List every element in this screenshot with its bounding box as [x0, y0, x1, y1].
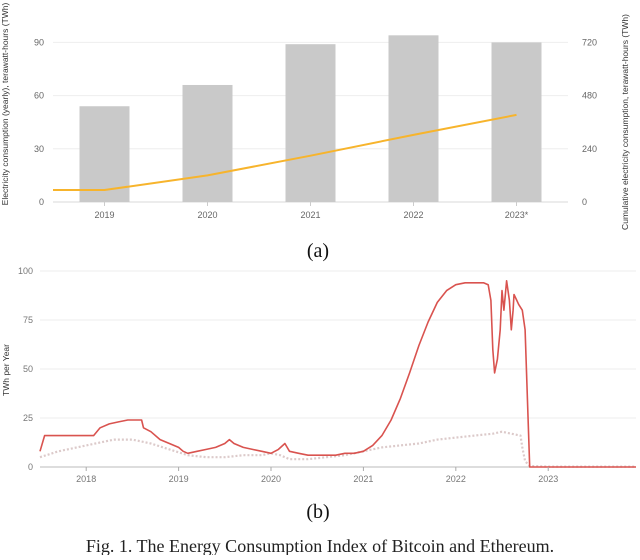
chart-a-y-axis-label: Electricity consumption (yearly), terawa… [0, 3, 10, 206]
chart-a-caption: (a) [307, 240, 329, 262]
chart-b-x-tick-label: 2020 [261, 474, 281, 484]
chart-a-bar [79, 106, 130, 202]
chart-a-right-ticks: 0 240 480 720 [582, 37, 597, 207]
chart-a-right-tick-label: 480 [582, 91, 597, 101]
chart-b-gridlines [40, 270, 636, 468]
chart-b-y-ticks: 0 25 50 75 100 [18, 266, 33, 472]
chart-a-left-ticks: 0 30 60 90 [34, 37, 44, 207]
chart-a-bar [491, 42, 542, 203]
chart-a-bars [79, 35, 542, 203]
chart-a-bar [285, 44, 336, 203]
chart-a-bar [388, 35, 439, 203]
chart-a-x-tick-label: 2020 [197, 210, 217, 220]
chart-a-cumulative-line [53, 113, 517, 192]
chart-b-series-line-main [39, 279, 636, 468]
chart-b-y-tick-label: 75 [23, 315, 33, 325]
chart-a-x-ticks: 2019 2020 2021 2022 2023* [94, 202, 529, 220]
chart-a-left-tick-label: 60 [34, 91, 44, 101]
chart-a-x-tick-label: 2022 [403, 210, 423, 220]
chart-a-x-tick-label: 2021 [300, 210, 320, 220]
chart-a: 0 30 60 90 0 240 480 720 2019 2020 2021 2022 2023*… [0, 3, 630, 262]
chart-a-bar [182, 84, 233, 202]
chart-a-left-tick-label: 90 [34, 37, 44, 47]
chart-a-right-tick-label: 720 [582, 37, 597, 47]
chart-b-y-axis-label: TWh per Year [1, 344, 11, 396]
chart-b-series [39, 279, 636, 468]
chart-a-left-tick-label: 0 [39, 197, 44, 207]
chart-a-cumulative-line-path [53, 113, 517, 192]
chart-b-x-ticks: 2018 2019 2020 2021 2022 2023 [76, 467, 558, 484]
chart-b-caption: (b) [306, 501, 329, 523]
chart-b: 0 25 50 75 100 2018 2019 2020 2021 2022 2023 TWh … [1, 266, 636, 523]
chart-b-y-tick-label: 0 [28, 462, 33, 472]
chart-b-y-tick-label: 100 [18, 266, 33, 276]
chart-b-x-tick-label: 2021 [353, 474, 373, 484]
chart-b-y-tick-label: 25 [23, 413, 33, 423]
figure-caption: Fig. 1. The Energy Consumption Index of … [86, 536, 554, 555]
chart-b-x-tick-label: 2023 [538, 474, 558, 484]
chart-a-x-tick-label: 2023* [505, 210, 529, 220]
chart-a-y2-axis-label: Cumulative electricity consumption, tera… [620, 14, 630, 230]
chart-b-x-tick-label: 2018 [76, 474, 96, 484]
chart-a-x-tick-label: 2019 [94, 210, 114, 220]
chart-b-series-line-secondary [39, 430, 636, 468]
chart-b-x-tick-label: 2022 [446, 474, 466, 484]
chart-a-right-tick-label: 0 [582, 197, 587, 207]
chart-a-right-tick-label: 240 [582, 144, 597, 154]
chart-b-y-tick-label: 50 [23, 364, 33, 374]
chart-b-x-tick-label: 2019 [169, 474, 189, 484]
chart-a-left-tick-label: 30 [34, 144, 44, 154]
